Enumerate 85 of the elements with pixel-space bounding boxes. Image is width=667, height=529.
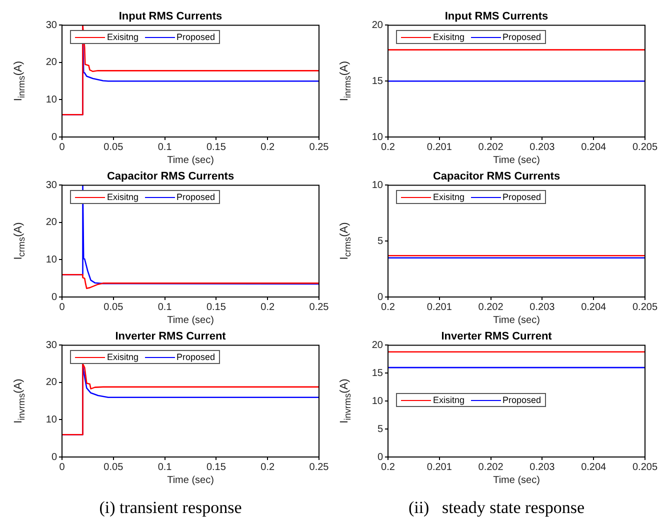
legend-label: Proposed: [176, 352, 216, 362]
x-axis-title: Time (sec): [493, 474, 540, 486]
x-tick-label: 0.204: [581, 462, 607, 473]
text: (ii) steady state response: [407, 498, 586, 518]
x-tick-label: 0.205: [632, 142, 658, 153]
y-tick-label: 20: [46, 377, 58, 388]
y-tick-label: 10: [46, 414, 58, 426]
x-tick-label: 0.203: [530, 302, 556, 313]
legend-label: Exisitng: [433, 32, 465, 42]
x-tick-label: 0.2: [381, 462, 396, 473]
chart-title: Input RMS Currents: [118, 10, 222, 23]
y-tick-label: 10: [372, 396, 384, 407]
x-tick-label: 0.201: [426, 142, 452, 153]
x-tick-label: 0.205: [632, 302, 658, 313]
x-tick-label: 0.2: [381, 142, 396, 153]
y-tick-label: 10: [46, 254, 58, 266]
y-tick-label: 5: [377, 236, 384, 247]
chart-title: Inverter RMS Current: [441, 330, 552, 343]
x-tick-label: 0.202: [478, 302, 504, 313]
y-tick-label: 15: [372, 76, 384, 87]
text: (i) transient response: [98, 498, 243, 518]
x-tick-label: 0.201: [426, 462, 452, 473]
x-tick-label: 0.1: [158, 302, 172, 313]
legend-label: Proposed: [502, 395, 542, 406]
x-tick-label: 0: [59, 462, 66, 473]
legend-label: Exisitng: [433, 395, 465, 406]
x-tick-label: 0.202: [478, 462, 504, 473]
legend-label: Proposed: [502, 192, 542, 202]
x-axis-title: Time (sec): [167, 154, 214, 166]
y-tick-label: 0: [51, 452, 58, 463]
x-tick-label: 0.05: [104, 142, 124, 153]
x-tick-label: 0.201: [426, 302, 452, 313]
x-tick-label: 0.204: [581, 142, 607, 153]
y-tick-label: 10: [46, 94, 58, 106]
x-tick-label: 0.25: [309, 462, 330, 473]
x-tick-label: 0.1: [158, 142, 172, 153]
y-tick-label: 0: [51, 292, 58, 303]
x-tick-label: 0.25: [309, 302, 330, 313]
y-tick-label: 0: [51, 132, 58, 143]
x-tick-label: 0.205: [632, 462, 658, 473]
x-tick-label: 0.2: [260, 462, 275, 473]
x-tick-label: 0.2: [381, 302, 396, 313]
legend-label: Exisitng: [107, 352, 139, 362]
x-tick-label: 0.05: [104, 302, 124, 313]
chart-title: Inverter RMS Current: [115, 330, 226, 343]
legend-label: Exisitng: [107, 192, 139, 202]
y-tick-label: 30: [46, 340, 58, 351]
x-tick-label: 0.2: [260, 302, 275, 313]
y-tick-label: 20: [372, 340, 384, 351]
legend-label: Proposed: [176, 192, 216, 202]
x-axis-title: Time (sec): [167, 474, 214, 486]
legend-label: Exisitng: [433, 192, 465, 202]
x-axis-title: Time (sec): [167, 314, 214, 326]
y-tick-label: 30: [46, 180, 58, 191]
x-tick-label: 0.25: [309, 142, 330, 153]
x-tick-label: 0.15: [206, 462, 226, 473]
y-tick-label: 15: [372, 368, 384, 379]
y-tick-label: 0: [377, 452, 384, 463]
x-axis-title: Time (sec): [493, 154, 540, 166]
chart-title: Input RMS Currents: [444, 10, 548, 23]
x-tick-label: 0.1: [158, 462, 172, 473]
x-tick-label: 0: [59, 302, 66, 313]
x-tick-label: 0.05: [104, 462, 124, 473]
x-tick-label: 0.15: [206, 302, 226, 313]
legend-label: Proposed: [176, 32, 216, 42]
x-axis-title: Time (sec): [493, 314, 540, 326]
x-tick-label: 0.203: [530, 462, 556, 473]
x-tick-label: 0: [59, 142, 66, 153]
legend-label: Exisitng: [107, 32, 139, 42]
y-tick-label: 10: [372, 180, 384, 191]
y-tick-label: 20: [46, 217, 58, 228]
chart-title: Capacitor RMS Currents: [432, 170, 560, 183]
y-tick-label: 20: [46, 57, 58, 68]
y-tick-label: 10: [372, 132, 384, 143]
x-tick-label: 0.202: [478, 142, 504, 153]
legend-label: Proposed: [502, 32, 542, 42]
y-tick-label: 20: [372, 20, 384, 31]
y-tick-label: 30: [46, 20, 58, 31]
x-tick-label: 0.204: [581, 302, 607, 313]
y-tick-label: 5: [377, 424, 384, 435]
y-tick-label: 0: [377, 292, 384, 303]
x-tick-label: 0.2: [260, 142, 275, 153]
x-tick-label: 0.15: [206, 142, 226, 153]
x-tick-label: 0.203: [530, 142, 556, 153]
chart-title: Capacitor RMS Currents: [106, 170, 234, 183]
